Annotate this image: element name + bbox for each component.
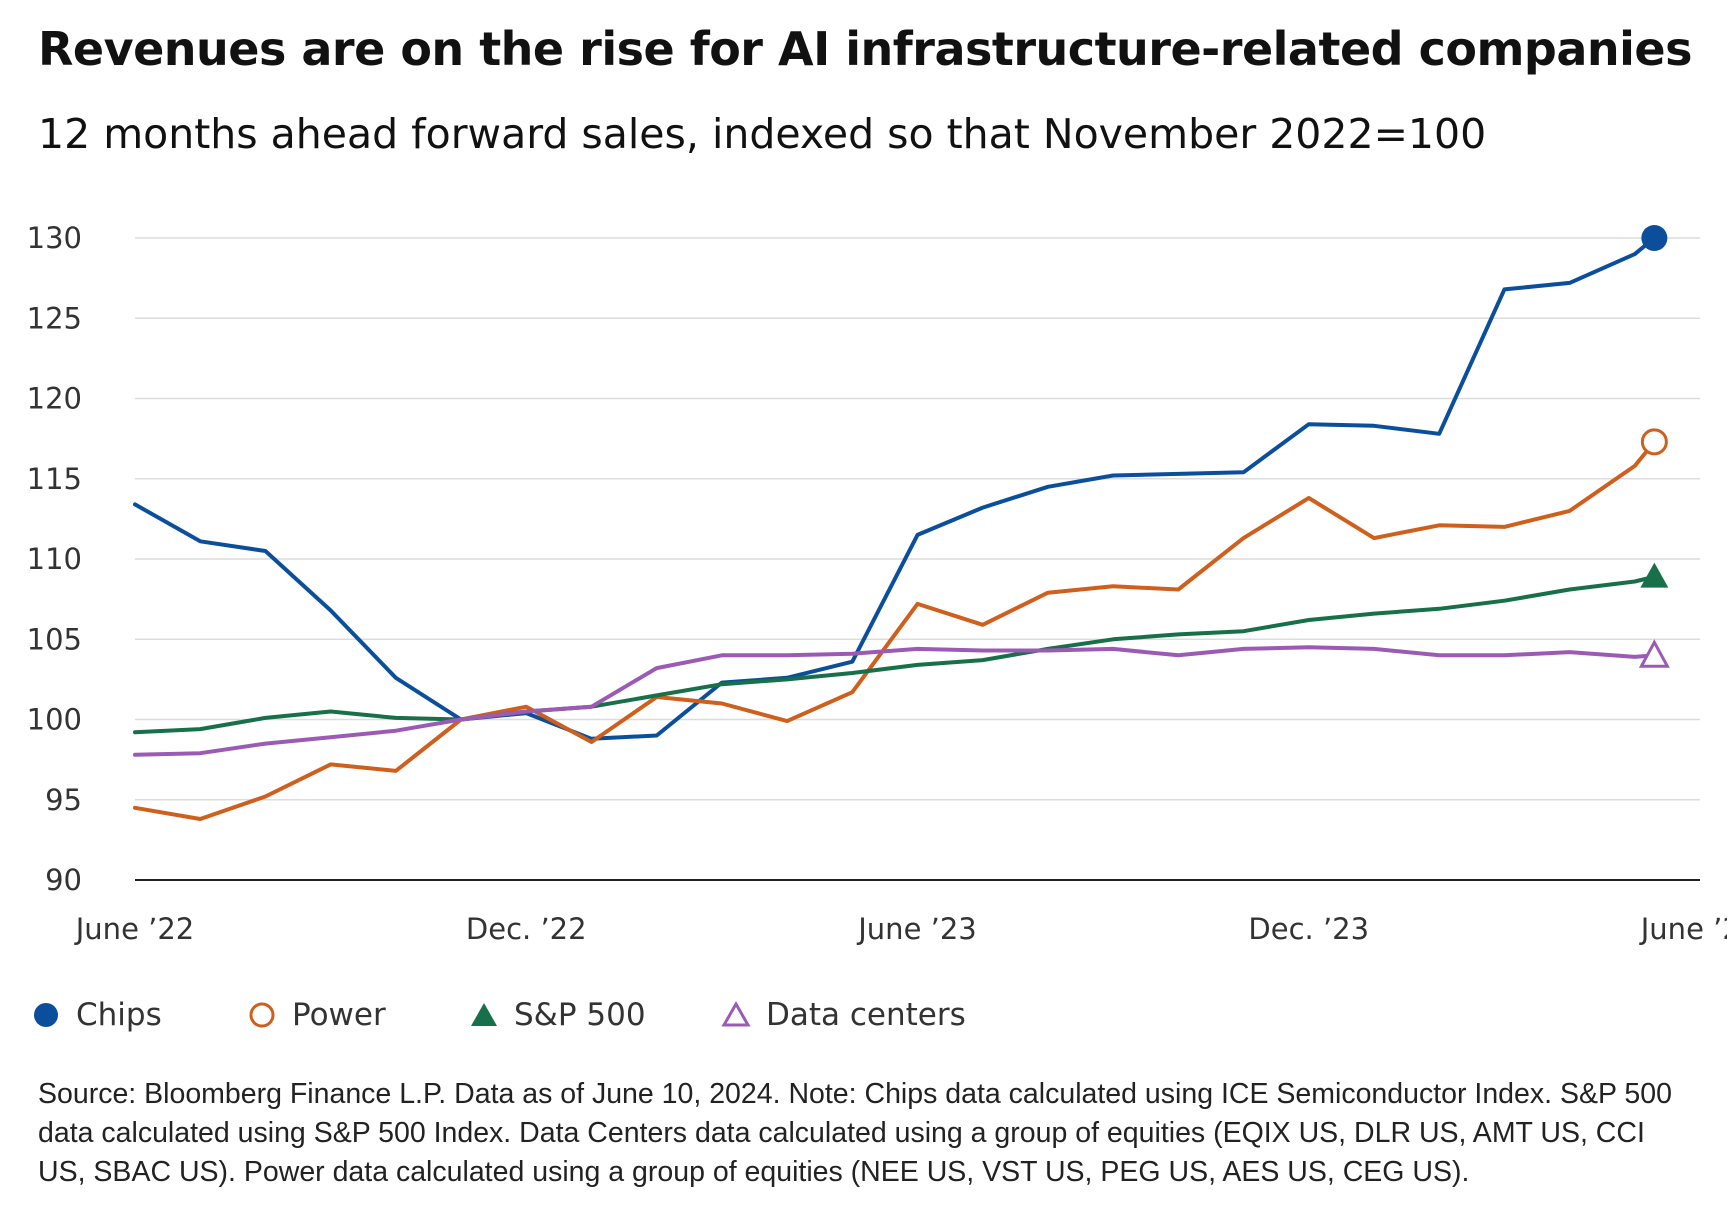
x-tick-label-4: June ’24 xyxy=(1639,912,1727,946)
filled-circle-icon xyxy=(34,1003,58,1027)
end-marker-data-centers xyxy=(1638,639,1670,668)
chart-subtitle: 12 months ahead forward sales, indexed s… xyxy=(38,110,1487,158)
series-line-data-centers xyxy=(133,645,1657,757)
sp500-legend-marker xyxy=(471,1003,497,1026)
filled-triangle-icon xyxy=(471,1003,497,1026)
y-tick-label-100: 100 xyxy=(27,703,82,737)
legend-item-chips[interactable]: Chips xyxy=(30,990,162,1040)
chips-legend-marker xyxy=(34,1003,58,1027)
y-tick-label-120: 120 xyxy=(27,382,82,416)
power-legend-marker xyxy=(249,1002,275,1028)
y-tick-label-125: 125 xyxy=(27,301,82,335)
chart-legend: Chips Power S&P 500 Data centers xyxy=(30,990,1130,1040)
legend-label-chips: Chips xyxy=(76,997,162,1033)
x-tick-label-0: June ’22 xyxy=(74,912,195,946)
x-tick-label-2: June ’23 xyxy=(856,912,977,946)
y-tick-label-90: 90 xyxy=(45,863,82,897)
end-marker-power xyxy=(1640,428,1668,456)
legend-label-data-centers: Data centers xyxy=(766,997,966,1033)
y-tick-label-110: 110 xyxy=(27,542,82,576)
series-line-chips xyxy=(133,236,1657,741)
series-line-s-p-500 xyxy=(133,574,1657,735)
legend-item-power[interactable]: Power xyxy=(246,990,386,1040)
end-marker-s-p-500 xyxy=(1640,562,1669,588)
end-marker-chips xyxy=(1641,225,1668,251)
legend-label-sp500: S&P 500 xyxy=(514,997,646,1033)
data-centers-legend-marker xyxy=(721,1000,751,1027)
legend-item-data-centers[interactable]: Data centers xyxy=(720,990,966,1040)
y-tick-label-105: 105 xyxy=(27,622,82,656)
x-tick-label-1: Dec. ’22 xyxy=(466,912,587,946)
x-tick-label-3: Dec. ’23 xyxy=(1248,912,1369,946)
series-line-power xyxy=(133,439,1657,821)
source-note: Source: Bloomberg Finance L.P. Data as o… xyxy=(38,1078,1672,1188)
legend-label-power: Power xyxy=(292,997,386,1033)
open-triangle-icon xyxy=(721,1000,751,1027)
chart-title: Revenues are on the rise for AI infrastr… xyxy=(38,22,1692,76)
y-tick-label-95: 95 xyxy=(45,783,82,817)
y-tick-label-115: 115 xyxy=(27,462,82,496)
open-circle-icon xyxy=(249,1002,275,1028)
y-tick-label-130: 130 xyxy=(27,221,82,255)
legend-item-sp500[interactable]: S&P 500 xyxy=(468,990,646,1040)
